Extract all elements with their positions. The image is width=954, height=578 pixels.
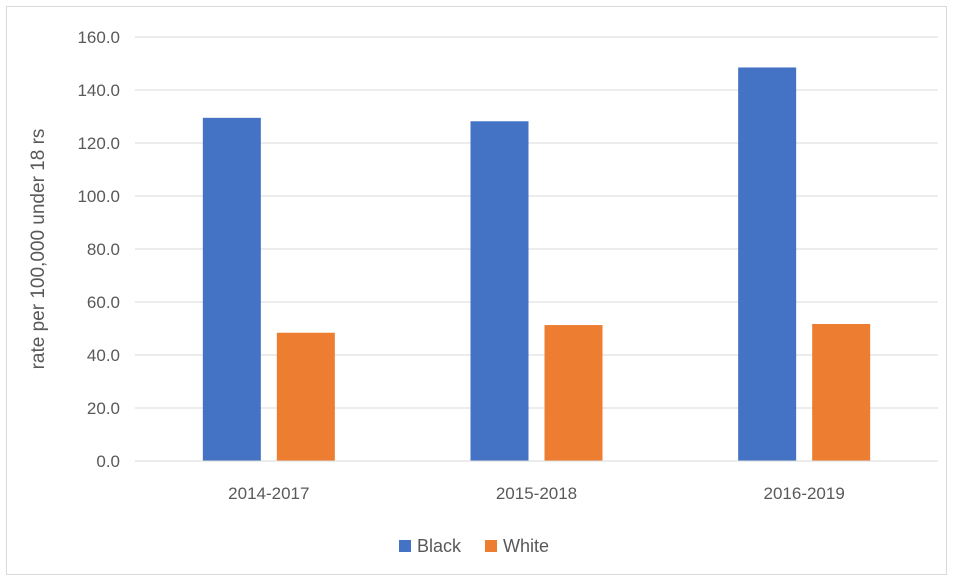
legend-label-white: White [503,536,549,556]
y-tick-label: 40.0 [87,346,120,365]
bar-black-2016-2019 [738,67,797,461]
y-tick-label: 120.0 [77,134,120,153]
x-tick-label: 2014-2017 [228,484,309,503]
bar-white-2015-2018 [544,325,603,461]
x-tick-label: 2015-2018 [496,484,577,503]
y-tick-label: 140.0 [77,81,120,100]
legend-swatch-black [399,540,411,552]
legend-label-black: Black [417,536,462,556]
y-tick-label: 100.0 [77,187,120,206]
bar-white-2014-2017 [276,332,335,461]
y-axis-title: rate per 100,000 under 18 rs [28,129,49,370]
y-tick-label: 0.0 [96,452,120,471]
y-axis-tick-labels: 0.0 20.0 40.0 60.0 80.0 100.0 120.0 140.0 160.0 [77,28,120,471]
bars [202,67,871,462]
bar-white-2016-2019 [812,323,871,461]
y-tick-label: 20.0 [87,399,120,418]
y-tick-label: 80.0 [87,240,120,259]
y-tick-label: 160.0 [77,28,120,47]
legend: Black White [399,536,549,556]
x-axis-tick-labels: 2014-2017 2015-2018 2016-2019 [228,484,845,503]
bar-black-2014-2017 [202,117,261,461]
y-tick-label: 60.0 [87,293,120,312]
x-tick-label: 2016-2019 [764,484,845,503]
legend-swatch-white [485,540,497,552]
gridlines [135,36,938,409]
bar-black-2015-2018 [470,121,529,462]
